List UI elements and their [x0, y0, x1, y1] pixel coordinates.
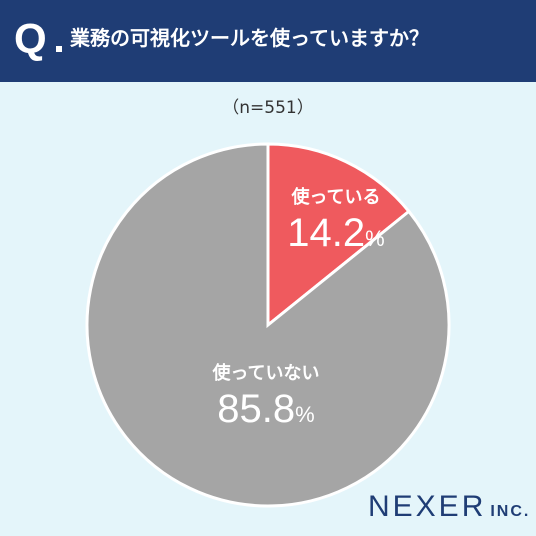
slice-value-not-using: 85.8: [217, 387, 296, 431]
slice-unit-using: %: [365, 226, 385, 251]
logo-name: NEXER: [368, 490, 487, 523]
pie-slice-not-using: [85, 142, 451, 508]
slice-value-using: 14.2: [287, 211, 366, 255]
q-dot: [56, 46, 62, 52]
pie-slice-using: [266, 142, 412, 329]
slice-unit-not-using: %: [295, 402, 315, 427]
slice-category-using: 使っている: [291, 187, 381, 208]
q-mark: Q: [14, 15, 47, 62]
nexer-logo: NEXER INC.: [368, 490, 530, 529]
slice-label-using: 使っている 14.2%: [276, 186, 396, 256]
sample-size: （n=551）: [222, 98, 314, 118]
question-header: Q 業務の可視化ツールを使っていますか？: [0, 0, 536, 82]
logo-suffix: INC.: [490, 503, 531, 520]
slice-category-not-using: 使っていない: [212, 363, 320, 384]
question-text: 業務の可視化ツールを使っていますか？: [70, 26, 429, 50]
slice-label-not-using: 使っていない 85.8%: [186, 362, 346, 432]
